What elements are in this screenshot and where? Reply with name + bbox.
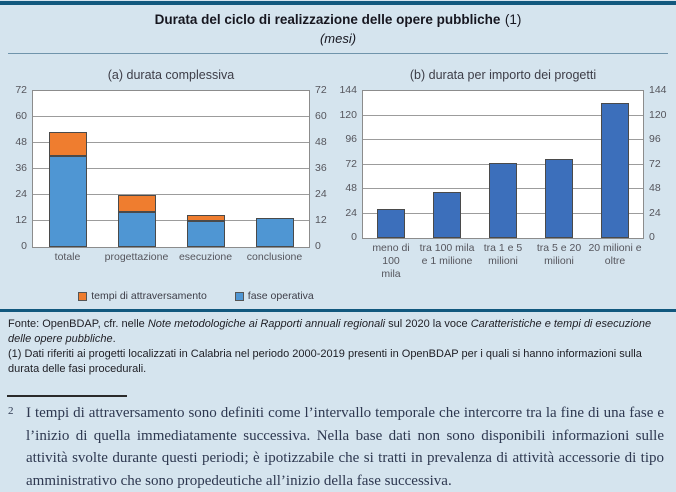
y-tick-label: 60	[15, 110, 27, 122]
y-axis-left: 0 24 48 72 96 120 144	[336, 84, 362, 243]
y-tick-label: 144	[649, 84, 667, 96]
bar-totale-fase-operativa	[48, 156, 87, 247]
y-axis-left: 0 12 24 36 48 60 72	[6, 84, 32, 252]
y-tick-label: 12	[15, 214, 27, 226]
gridline	[33, 168, 309, 169]
gridline	[33, 142, 309, 143]
y-tick-label: 48	[315, 136, 327, 148]
note-1: (1) Dati riferiti ai progetti localizzat…	[8, 347, 642, 375]
y-tick-label: 120	[339, 108, 357, 121]
bar-20-milioni-e-durata	[601, 103, 629, 238]
figure-subtitle: (mesi)	[319, 31, 357, 46]
y-tick-label: 24	[345, 206, 357, 219]
source-note-segment: sul 2020 la voce	[385, 318, 471, 331]
y-tick-label: 48	[15, 136, 27, 148]
footnote-text: I tempi di attraversamento sono definiti…	[26, 405, 664, 489]
y-tick-label: 72	[315, 84, 327, 96]
legend: tempi di attraversamento fase operativa	[16, 290, 376, 302]
figure-title-text: Durata del ciclo di realizzazione delle …	[154, 12, 501, 27]
source-note-segment: Fonte: OpenBDAP, cfr. nelle	[8, 318, 148, 331]
bar-progettazione-fase-operativa	[117, 212, 156, 247]
source-note: Fonte: OpenBDAP, cfr. nelle Note metodol…	[8, 317, 668, 346]
y-tick-label: 0	[649, 231, 655, 243]
title-rule	[8, 53, 668, 54]
x-axis-labels-b: meno di 100 mila tra 100 mila e 1 milione…	[363, 242, 643, 281]
x-axis-labels-a: totale progettazione esecuzione conclusione	[33, 251, 309, 264]
legend-label: fase operativa	[247, 290, 314, 303]
footer-notes: Fonte: OpenBDAP, cfr. nelle Note metodol…	[0, 312, 676, 376]
bar-totale-tempi-di-attraversamento	[48, 132, 87, 156]
bar-meno-di-100-durata	[377, 209, 405, 238]
legend-label: tempi di attraversamento	[91, 290, 207, 303]
source-note-italic-segment: Note metodologiche ai Rapporti annuali r…	[147, 318, 386, 331]
footnote-number: 2	[8, 405, 14, 418]
x-tick-label: conclusione	[246, 251, 303, 263]
panel-b: (b) durata per importo dei progetti 0 24 4…	[336, 68, 670, 281]
panel-a-title: (a) durata complessiva	[107, 68, 235, 82]
x-tick-label: tra 5 e 20 milioni	[536, 242, 582, 268]
y-tick-label: 24	[315, 188, 327, 200]
legend-swatch	[78, 291, 88, 301]
gridline	[363, 114, 643, 116]
y-tick-label: 0	[351, 231, 357, 243]
y-axis-right: 0 24 48 72 96 120 144	[644, 84, 670, 243]
y-tick-label: 120	[649, 108, 667, 121]
bar-esecuzione-fase-operativa	[186, 221, 225, 247]
y-tick-label: 96	[649, 133, 661, 145]
bar-esecuzione-tempi-di-attraversamento	[186, 214, 225, 221]
panel-b-title: (b) durata per importo dei progetti	[409, 68, 597, 82]
gridline	[33, 220, 309, 221]
legend-item: fase operativa	[234, 290, 314, 303]
figure-header: Durata del ciclo di realizzazione delle …	[0, 5, 676, 46]
footnote-separator	[7, 395, 127, 398]
y-tick-label: 24	[649, 206, 661, 219]
x-tick-label: progettazione	[104, 251, 169, 263]
bar-conclusione-fase-operativa	[255, 217, 294, 247]
plot-area-a	[32, 90, 310, 248]
y-tick-label: 48	[345, 182, 357, 194]
y-tick-label: 0	[315, 240, 321, 252]
gridline	[363, 139, 643, 140]
figure-title-ref: (1)	[504, 12, 522, 27]
x-tick-label: tra 100 mila e 1 milione	[419, 242, 475, 268]
panel-a-chart: 0 12 24 36 48 60 72 0 12 24 36 48 60 72	[6, 84, 336, 252]
y-tick-label: 0	[21, 240, 27, 252]
gridline	[33, 194, 309, 195]
y-axis-right: 0 12 24 36 48 60 72	[310, 84, 336, 252]
source-note-segment: .	[112, 333, 116, 346]
section-divider	[0, 309, 676, 313]
panel-a: (a) durata complessiva 0 12 24 36 48 60 72 0 12…	[6, 68, 336, 281]
y-tick-label: 36	[315, 162, 327, 174]
x-tick-label: tra 1 e 5 milioni	[483, 242, 523, 268]
x-tick-label: esecuzione	[178, 251, 233, 263]
bar-tra-5-e-20-durata	[545, 159, 573, 238]
y-tick-label: 144	[339, 84, 357, 96]
legend-item: tempi di attraversamento	[78, 290, 207, 302]
y-tick-label: 48	[649, 182, 661, 194]
y-tick-label: 72	[649, 157, 661, 170]
panel-b-chart: 0 24 48 72 96 120 144 0 24 48 72 96 120 144	[336, 84, 670, 243]
y-tick-label: 24	[15, 188, 27, 200]
bar-tra-100-mila-durata	[433, 192, 461, 238]
bar-progettazione-tempi-di-attraversamento	[117, 195, 156, 213]
plot-area-b	[362, 90, 644, 239]
x-tick-label: totale	[54, 251, 81, 263]
figure-title: Durata del ciclo di realizzazione delle …	[0, 11, 676, 29]
y-tick-label: 60	[315, 110, 327, 122]
top-rule	[0, 1, 676, 5]
y-tick-label: 12	[315, 214, 327, 226]
source-note-italic-segment: Caratteristiche e tempi di esecuzione de…	[8, 318, 652, 346]
y-tick-label: 72	[345, 157, 357, 170]
legend-swatch	[234, 291, 244, 301]
bar-tra-1-e-5-durata	[489, 163, 517, 238]
y-tick-label: 96	[345, 133, 357, 145]
y-tick-label: 36	[15, 162, 27, 174]
y-tick-label: 72	[15, 84, 27, 96]
x-tick-label: 20 milioni e oltre	[588, 242, 642, 268]
gridline	[33, 116, 309, 117]
charts-row: (a) durata complessiva 0 12 24 36 48 60 72 0 12…	[0, 68, 676, 281]
footnote-2: 2 I tempi di attraversamento sono defini…	[0, 402, 676, 492]
x-tick-label: meno di 100 mila	[372, 242, 410, 281]
